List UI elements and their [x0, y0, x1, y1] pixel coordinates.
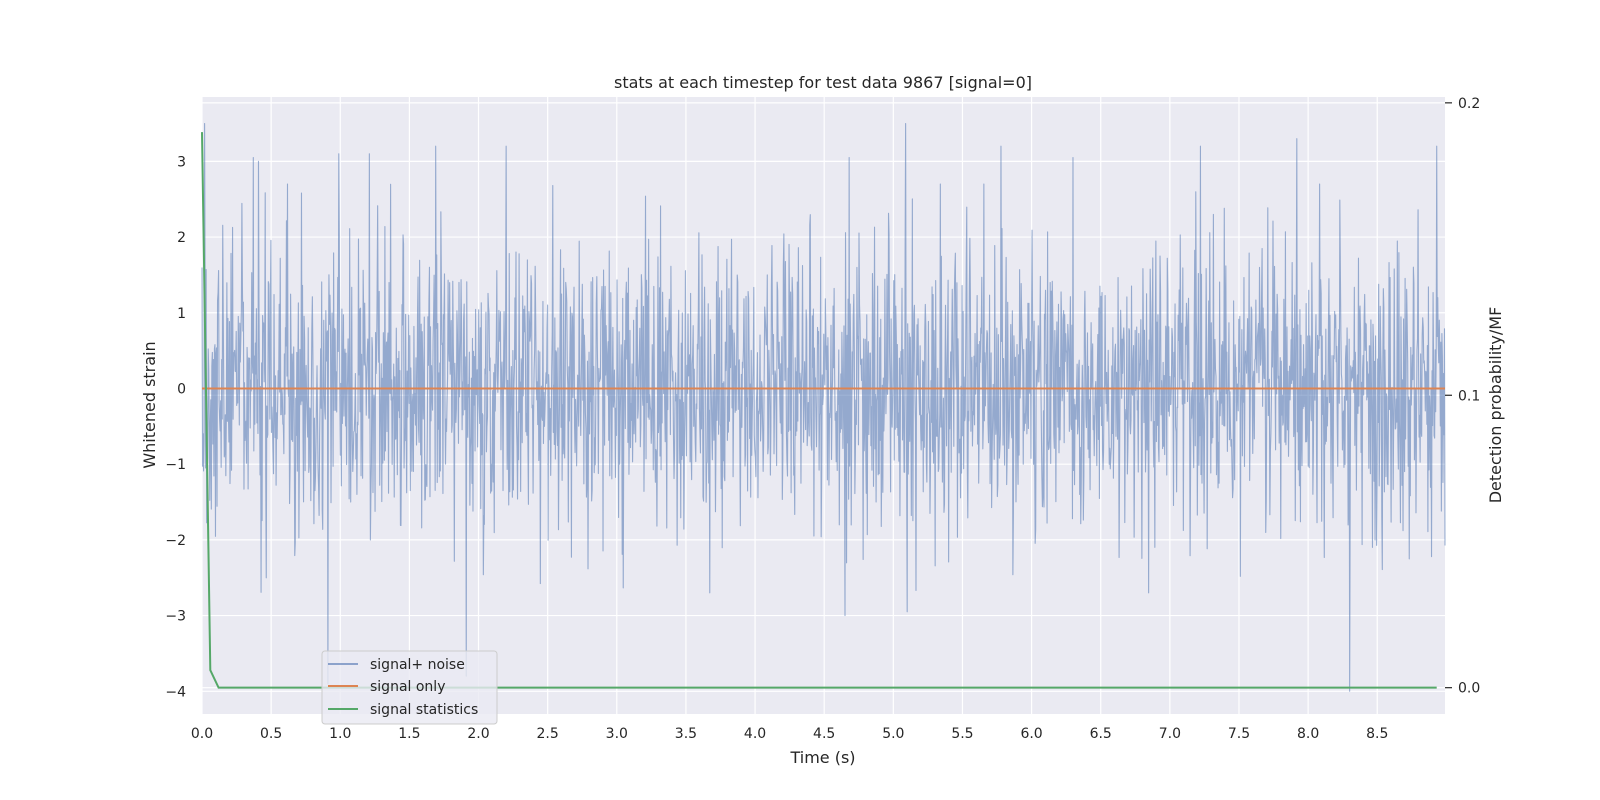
x-tick-label: 4.5 — [813, 726, 835, 742]
y-tick-label: −2 — [165, 533, 186, 549]
y-tick-label: 1 — [177, 306, 186, 322]
x-tick-label: 3.5 — [675, 726, 697, 742]
signal-statistics-line — [201, 132, 1437, 689]
x-tick-label: 1.0 — [329, 726, 351, 742]
y-tick-label: −1 — [165, 457, 186, 473]
legend: signal+ noise signal only signal statist… — [321, 650, 498, 725]
x-tick-label: 0.0 — [191, 726, 213, 742]
axes-layer: 0.0 0.5 1.0 1.5 2.0 2.5 3.0 3.5 4.0 4.5 5.0 5.5 6.0 6… — [165, 96, 1480, 742]
chart-title: stats at each timestep for test data 986… — [614, 73, 1032, 92]
y2-tick-label: 0.0 — [1458, 681, 1480, 697]
x-tick-label: 6.5 — [1090, 726, 1112, 742]
legend-box — [321, 650, 498, 725]
y-tick-label: 3 — [177, 154, 186, 170]
y2-tick-label: 0.1 — [1458, 388, 1480, 404]
x-tick-label: 3.0 — [606, 726, 628, 742]
x-tick-label: 2.5 — [537, 726, 559, 742]
x-tick-label: 0.5 — [260, 726, 282, 742]
y-tick-label: 0 — [177, 381, 186, 397]
y2-tick-label: 0.2 — [1458, 96, 1480, 112]
x-tick-label: 8.5 — [1366, 726, 1388, 742]
y-tick-label: −3 — [165, 609, 186, 625]
x-tick-label: 7.0 — [1159, 726, 1181, 742]
x-tick-label: 8.0 — [1297, 726, 1319, 742]
series-layer — [201, 132, 1445, 689]
y-axis-label: Whitened strain — [140, 341, 159, 468]
x-tick-label: 5.5 — [951, 726, 973, 742]
legend-label-signal-only: signal only — [370, 679, 445, 695]
y-tick-label: 2 — [177, 230, 186, 246]
x-tick-label: 1.5 — [398, 726, 420, 742]
x-tick-label: 5.0 — [882, 726, 904, 742]
x-tick-label: 6.0 — [1020, 726, 1042, 742]
x-axis-label: Time (s) — [789, 748, 855, 767]
y-tick-label: −4 — [165, 684, 186, 700]
legend-label-signal-noise: signal+ noise — [370, 657, 465, 673]
legend-label-signal-statistics: signal statistics — [370, 702, 478, 718]
y2-axis-label: Detection probability/MF — [1486, 307, 1505, 504]
x-tick-label: 7.5 — [1228, 726, 1250, 742]
x-tick-label: 2.0 — [467, 726, 489, 742]
x-tick-label: 4.0 — [744, 726, 766, 742]
